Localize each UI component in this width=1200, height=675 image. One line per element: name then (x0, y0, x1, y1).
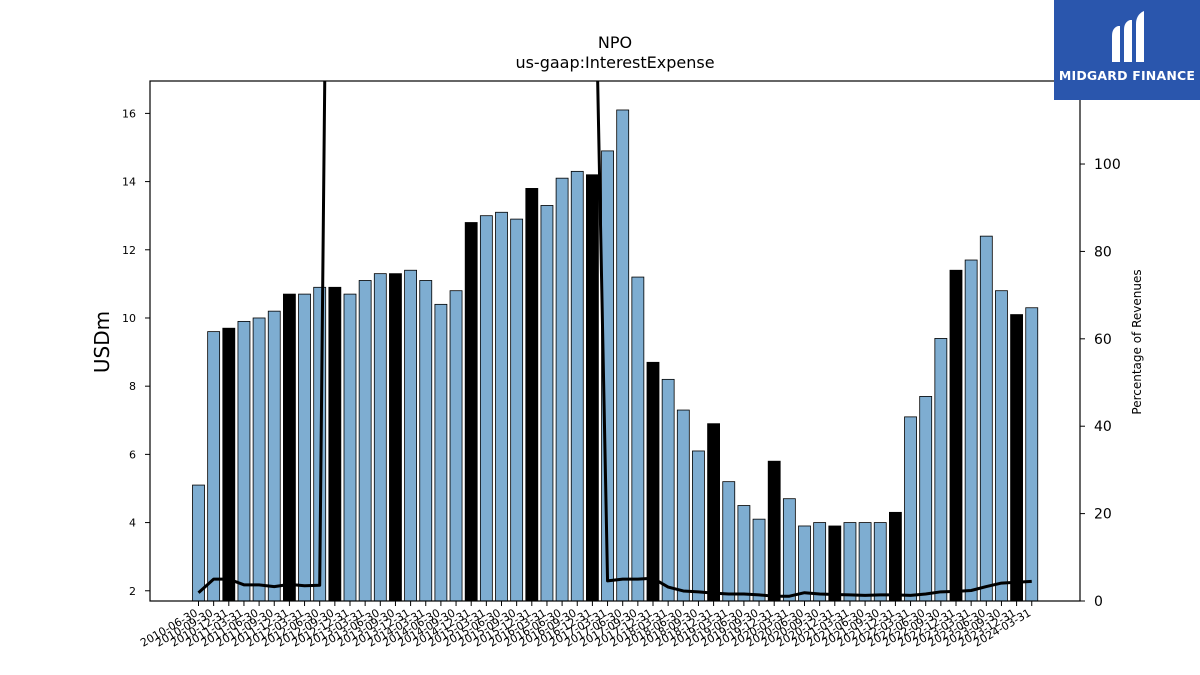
bar-2024-03-31 (1025, 307, 1039, 602)
y2-tick-label: 100 (1094, 157, 1121, 173)
y2-tick-label: 0 (1094, 594, 1103, 610)
bar-2019-06-30 (737, 505, 751, 602)
bar-2013-09-30 (389, 273, 402, 602)
logo-mark-icon (1112, 11, 1144, 62)
bar-2016-12-31 (586, 174, 599, 602)
bar-2015-03-31 (479, 215, 493, 602)
bar-2021-09-30 (873, 522, 887, 602)
y-tick-label: 4 (129, 517, 136, 530)
bar-2013-03-31 (358, 280, 372, 602)
bar-2021-12-31 (889, 511, 902, 602)
y-tick-label: 14 (122, 176, 136, 189)
y-tick-label: 16 (122, 107, 136, 120)
bar-2023-06-30 (979, 235, 993, 602)
bar-2022-03-31 (904, 416, 917, 602)
y2-tick-label: 20 (1094, 507, 1112, 523)
bar-2015-06-30 (495, 211, 508, 602)
plot-frame (149, 80, 1081, 602)
bar-2014-06-30 (434, 303, 448, 602)
bar-2013-12-31 (404, 269, 418, 602)
bar-2010-12-31 (222, 327, 236, 602)
chart-title: NPO (598, 33, 632, 52)
logo-text: MIDGARD FINANCE (1058, 68, 1196, 83)
y2-tick-label: 60 (1094, 332, 1112, 348)
chart-subtitle: us-gaap:InterestExpense (515, 53, 714, 72)
bar-2017-06-30 (616, 109, 630, 602)
bar-2022-09-30 (934, 338, 948, 602)
bar-2018-12-31 (707, 423, 720, 602)
bar-2023-12-31 (1010, 314, 1023, 602)
bar-2020-12-31 (828, 525, 842, 602)
bar-2018-06-30 (676, 409, 690, 602)
bar-2019-09-30 (752, 518, 766, 602)
bar-2016-09-30 (570, 170, 584, 602)
y-tick-label: 8 (129, 380, 136, 393)
bar-2020-06-30 (798, 525, 811, 602)
bar-2011-03-31 (237, 320, 251, 602)
bar-2017-09-30 (631, 276, 645, 602)
axes-layer: 2468101214160204060801002010-06-302010-0… (122, 80, 1121, 650)
percentage-line-layer (197, 81, 1032, 598)
bar-2023-03-31 (964, 259, 978, 602)
logo: MIDGARD FINANCE (1054, 0, 1200, 100)
bar-2012-12-31 (343, 293, 357, 602)
bar-2014-12-31 (464, 222, 478, 602)
bar-2022-06-30 (919, 396, 933, 602)
y2-axis-label: Percentage of Revenues (1130, 269, 1144, 414)
bar-2014-03-31 (419, 280, 433, 602)
bar-2013-06-30 (373, 273, 387, 602)
y-tick-label: 2 (129, 585, 136, 598)
bar-2021-03-31 (843, 522, 857, 602)
y-tick-label: 10 (122, 312, 136, 325)
bar-2014-09-30 (449, 290, 463, 602)
bar-2019-03-31 (722, 481, 736, 602)
bar-2010-06-30 (192, 484, 205, 602)
y-axis-label: USDm (90, 311, 114, 373)
bar-2018-09-30 (692, 450, 705, 602)
y-tick-label: 12 (122, 244, 136, 257)
bar-2023-09-30 (995, 290, 1008, 602)
bar-2021-06-30 (858, 522, 872, 602)
y-tick-label: 6 (129, 448, 136, 461)
bar-2020-03-31 (782, 498, 796, 602)
bar-2012-03-31 (298, 293, 311, 602)
y2-tick-label: 40 (1094, 419, 1112, 435)
bar-2020-09-30 (813, 522, 827, 602)
bar-2010-09-30 (207, 331, 221, 602)
bar-2016-03-31 (540, 205, 554, 602)
y2-tick-label: 80 (1094, 244, 1112, 260)
bar-2019-12-31 (767, 460, 781, 602)
bar-2015-12-31 (525, 188, 539, 602)
bar-2011-09-30 (267, 310, 281, 602)
bar-2022-12-31 (949, 269, 963, 602)
bar-2018-03-31 (661, 378, 675, 602)
bar-2011-12-31 (282, 293, 296, 602)
bar-2012-09-30 (328, 286, 342, 602)
bar-2015-09-30 (510, 218, 524, 602)
bar-2016-06-30 (555, 177, 569, 602)
bar-2017-12-31 (646, 361, 660, 602)
bar-2011-06-30 (252, 317, 266, 602)
percentage-of-revenues-line (197, 81, 1032, 598)
